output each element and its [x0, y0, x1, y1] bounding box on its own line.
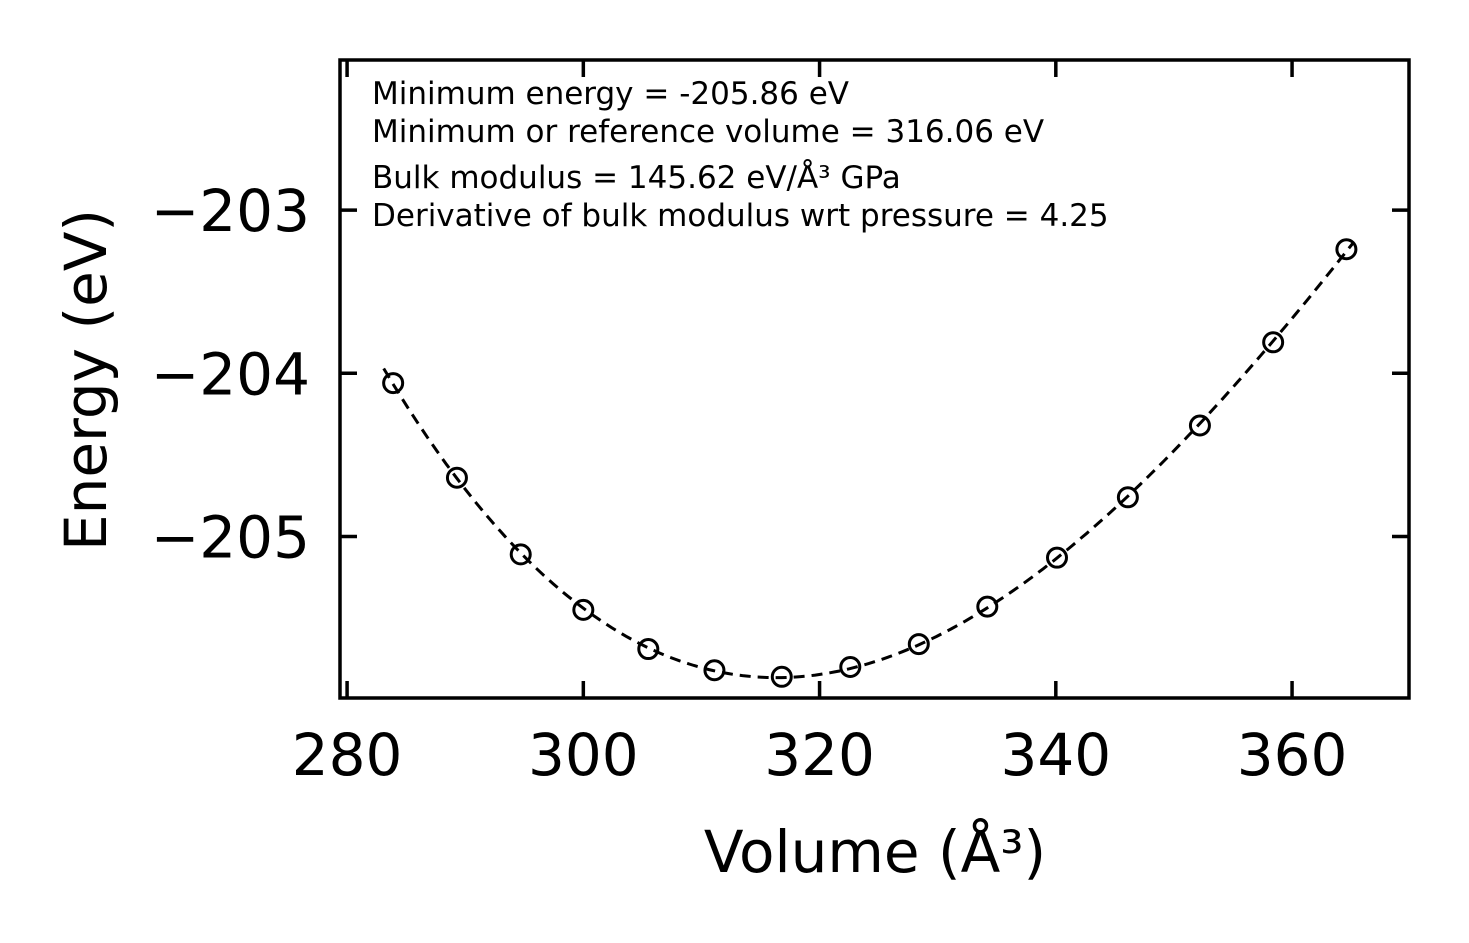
data-point — [637, 638, 660, 661]
data-point — [382, 372, 405, 395]
x-tick-labels: 280 300 320 340 360 — [292, 721, 1348, 789]
annotation-block: Minimum energy = -205.86 eV Minimum or r… — [372, 76, 1109, 234]
fit-curve — [382, 241, 1355, 680]
annotation-min-volume: Minimum or reference volume = 316.06 eV — [372, 114, 1044, 150]
y-tick-label: −204 — [151, 340, 310, 408]
y-tick-label: −205 — [151, 503, 310, 571]
plot-frame — [338, 58, 1411, 700]
data-point — [907, 633, 930, 656]
annotation-bulk-modulus-derivative: Derivative of bulk modulus wrt pressure … — [372, 198, 1109, 234]
data-point — [1045, 546, 1068, 569]
data-point — [839, 655, 862, 678]
annotation-min-energy: Minimum energy = -205.86 eV — [372, 76, 849, 112]
annotation-bulk-modulus: Bulk modulus = 145.62 eV/Å³ GPa — [372, 160, 901, 196]
data-point — [1116, 486, 1139, 509]
x-tick-label: 300 — [528, 721, 639, 789]
data-point — [1188, 414, 1211, 437]
y-tick-labels: −205 −204 −203 — [151, 177, 310, 571]
data-point — [976, 595, 999, 618]
data-point — [509, 543, 532, 566]
data-point — [445, 466, 468, 489]
x-tick-label: 360 — [1237, 721, 1348, 789]
axis-ticks — [340, 60, 1409, 698]
data-point — [1262, 331, 1285, 354]
data-point — [1335, 238, 1358, 261]
x-tick-label: 280 — [292, 721, 403, 789]
plot-area — [382, 238, 1358, 688]
x-tick-label: 340 — [1000, 721, 1111, 789]
data-point — [770, 665, 793, 688]
data-point — [703, 659, 726, 682]
x-tick-label: 320 — [764, 721, 875, 789]
data-markers — [382, 238, 1358, 688]
x-axis-label: Volume (Å³) — [704, 817, 1046, 886]
data-point — [572, 598, 595, 621]
y-tick-label: −203 — [151, 177, 310, 245]
y-axis-label: Energy (eV) — [52, 209, 120, 551]
